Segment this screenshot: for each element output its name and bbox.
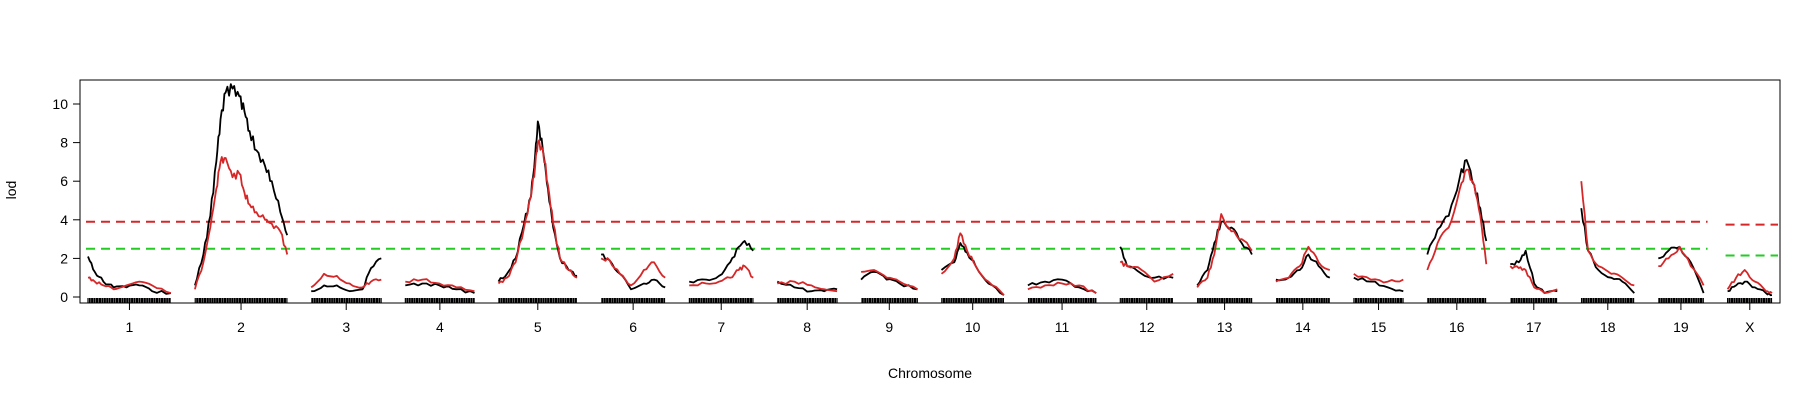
x-axis-title: Chromosome [888,365,972,381]
lod-curve-series1-chr-4 [405,278,475,293]
y-tick-label-8: 8 [60,135,68,151]
x-tick-label-chr-7: 7 [717,319,725,335]
x-tick-label-chr-12: 12 [1139,319,1155,335]
lod-curve-series1-chr-11 [1027,281,1097,294]
lod-curve-series1-chr-9 [861,269,918,291]
x-tick-label-chr-19: 19 [1673,319,1689,335]
x-tick-label-chr-18: 18 [1600,319,1616,335]
x-tick-label-chr-16: 16 [1449,319,1465,335]
lod-curve-series1-chr-2 [194,156,289,290]
lod-curve-series1-chr-15 [1353,273,1404,284]
lod-curve-series1-chr-1 [87,276,172,294]
lod-curve-series1-chr-3 [310,272,382,289]
x-axis: 1 2 3 4 5 6 7 8 9 10 11 12 13 14 15 16 17 18 19 X [126,303,1755,335]
y-tick-label-2: 2 [60,250,68,266]
lod-curve-series0-chr-16 [1426,159,1488,255]
x-tick-label-chr-13: 13 [1217,319,1233,335]
x-tick-label-chr-5: 5 [534,319,542,335]
lod-curve-series0-chr-9 [860,271,918,291]
y-axis-title: lod [3,181,19,200]
lod-curve-series1-chr-13 [1196,213,1253,288]
x-tick-label-chr-15: 15 [1371,319,1387,335]
y-tick-label-0: 0 [60,289,68,305]
x-tick-label-chr-14: 14 [1295,319,1311,335]
x-tick-label-chr-8: 8 [803,319,811,335]
x-tick-label-chr-1: 1 [126,319,134,335]
x-tick-label-chr-6: 6 [629,319,637,335]
lod-curve-series0-chr-10 [940,242,1005,296]
lod-curve-series0-chr-X [1727,280,1773,297]
lod-curve-series1-chr-16 [1426,168,1488,271]
x-tick-label-chr-17: 17 [1526,319,1542,335]
x-tick-label-chr-9: 9 [885,319,893,335]
x-tick-label-chr-2: 2 [237,319,245,335]
lod-curve-series1-chr-18 [1580,181,1635,287]
lod-curve-series0-chr-3 [311,257,382,293]
lod-curve-series1-chr-X [1726,269,1773,294]
lod-curve-series0-chr-1 [87,256,172,295]
marker-rug [87,298,1773,303]
y-tick-label-6: 6 [60,173,68,189]
lod-curve-series0-chr-12 [1119,246,1174,280]
lod-curve-series0-chr-13 [1196,220,1253,286]
threshold-layer [86,220,1778,257]
x-tick-label-chr-10: 10 [965,319,981,335]
lod-curve-series1-chr-19 [1658,245,1705,286]
lod-curve-series1-chr-6 [600,257,666,287]
lod-curve-series1-chr-8 [777,280,838,293]
lod-curve-series1-chr-14 [1275,245,1331,283]
lod-curve-series0-chr-4 [405,282,475,294]
lod-curve-series1-chr-5 [497,139,578,285]
y-tick-label-10: 10 [52,96,68,112]
lod-curve-series1-chr-10 [940,232,1005,296]
x-tick-label-chr-4: 4 [436,319,444,335]
lod-curve-series0-chr-19 [1658,245,1705,294]
lod-curve-series1-chr-17 [1509,265,1558,294]
lod-curve-series1-chr-7 [689,264,754,287]
lod-curve-series1-chr-12 [1119,260,1174,283]
lod-curves [87,83,1773,297]
x-tick-label-chr-X: X [1745,319,1755,335]
x-tick-label-chr-3: 3 [342,319,350,335]
lod-curve-series0-chr-15 [1353,276,1404,293]
lod-curve-series0-chr-11 [1027,278,1097,294]
x-tick-label-chr-11: 11 [1055,319,1070,335]
y-axis: 0 2 4 6 8 10 [52,96,81,305]
y-tick-label-4: 4 [60,212,68,228]
lod-curve-series0-chr-7 [689,240,754,284]
lod-curve-series0-chr-2 [194,83,289,286]
